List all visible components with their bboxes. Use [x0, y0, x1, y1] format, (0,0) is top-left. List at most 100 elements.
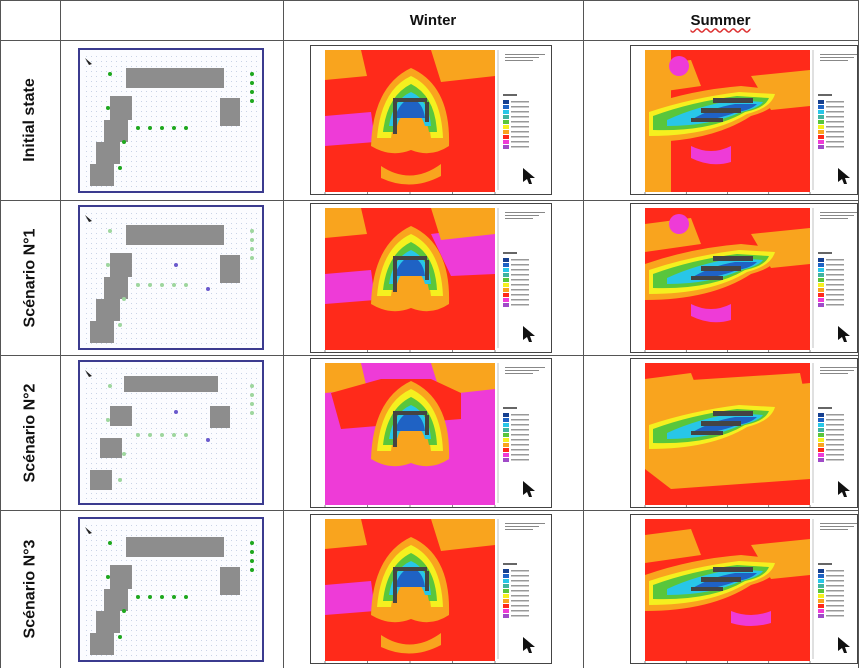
winter-simulation-map: [310, 45, 552, 195]
building-block: [90, 633, 114, 655]
winter-simulation-map: [310, 203, 552, 353]
wind-direction-arrow-icon: [838, 168, 850, 184]
tree-marker: [160, 283, 164, 287]
heatmap-plot: [325, 50, 495, 192]
building-block: [210, 406, 230, 428]
north-arrow-icon: [85, 58, 92, 65]
site-plan-drawing: [85, 213, 257, 344]
site-plan: [78, 360, 264, 505]
tree-marker: [250, 229, 254, 233]
row-label-scenario-2: Scénario N°2: [21, 383, 39, 482]
tree-marker: [160, 126, 164, 130]
header-summer: Summer: [690, 11, 751, 29]
tree-marker: [148, 433, 152, 437]
wind-direction-arrow-icon: [523, 637, 535, 653]
color-legend: [812, 208, 857, 348]
tree-marker: [184, 433, 188, 437]
summer-simulation-map: [630, 514, 858, 664]
color-legend: [497, 208, 545, 348]
color-legend: [812, 519, 857, 659]
heatmap-plot: [645, 519, 810, 661]
tree-marker: [250, 90, 254, 94]
summer-simulation-map: [630, 358, 858, 508]
wind-direction-arrow-icon: [523, 481, 535, 497]
site-plan: [78, 48, 264, 193]
tree-marker: [250, 568, 254, 572]
table-row-divider: [0, 510, 859, 511]
building-block: [96, 299, 120, 321]
building-block: [110, 253, 132, 277]
tree-marker: [250, 411, 254, 415]
color-legend: [497, 50, 545, 190]
table-row-divider: [0, 40, 859, 41]
building-block: [104, 589, 128, 611]
building-block: [90, 321, 114, 343]
header-plan: [60, 6, 283, 34]
tree-marker: [172, 126, 176, 130]
tree-marker: [118, 323, 122, 327]
building-block: [110, 96, 132, 120]
tree-marker: [148, 595, 152, 599]
tree-marker: [184, 595, 188, 599]
building-block: [220, 567, 240, 595]
site-plan-drawing: [85, 368, 257, 499]
tree-marker: [172, 283, 176, 287]
heatmap-plot: [645, 50, 810, 192]
row-label-scenario-3: Scénario N°3: [21, 539, 39, 639]
tree-marker: [250, 402, 254, 406]
point-marker: [174, 263, 178, 267]
wind-direction-arrow-icon: [838, 326, 850, 342]
tree-marker: [184, 126, 188, 130]
table-row-divider: [0, 200, 859, 201]
summer-simulation-map: [630, 45, 858, 195]
color-legend: [812, 50, 857, 190]
table-col-divider: [583, 0, 584, 668]
heatmap-plot: [325, 363, 495, 505]
tree-marker: [122, 609, 126, 613]
tree-marker: [172, 595, 176, 599]
tree-marker: [118, 635, 122, 639]
tree-marker: [136, 283, 140, 287]
tree-marker: [172, 433, 176, 437]
table-border-left: [0, 0, 1, 668]
tree-marker: [106, 575, 110, 579]
building-block: [90, 164, 114, 186]
tree-marker: [148, 283, 152, 287]
building-block: [90, 470, 112, 490]
color-legend: [497, 363, 545, 503]
building-block: [104, 120, 128, 142]
point-marker: [206, 287, 210, 291]
color-legend: [497, 519, 545, 659]
north-arrow-icon: [85, 370, 92, 377]
building-block: [96, 142, 120, 164]
tree-marker: [118, 478, 122, 482]
building-block: [110, 406, 132, 426]
heatmap-plot: [645, 208, 810, 350]
tree-marker: [106, 263, 110, 267]
winter-simulation-map: [310, 514, 552, 664]
tree-marker: [122, 140, 126, 144]
tree-marker: [136, 433, 140, 437]
tree-marker: [136, 126, 140, 130]
site-plan-drawing: [85, 56, 257, 187]
tree-marker: [108, 541, 112, 545]
building-block: [126, 225, 224, 245]
tree-marker: [250, 550, 254, 554]
tree-marker: [250, 559, 254, 563]
winter-simulation-map: [310, 358, 552, 508]
row-label-initial-state: Initial state: [21, 78, 39, 162]
north-arrow-icon: [85, 215, 92, 222]
tree-marker: [160, 595, 164, 599]
tree-marker: [250, 238, 254, 242]
tree-marker: [108, 384, 112, 388]
heatmap-plot: [325, 208, 495, 350]
building-block: [126, 68, 224, 88]
tree-marker: [250, 99, 254, 103]
building-block: [110, 565, 132, 589]
site-plan: [78, 517, 264, 662]
point-marker: [174, 410, 178, 414]
header-winter: Winter: [409, 11, 457, 29]
building-block: [104, 277, 128, 299]
tree-marker: [250, 72, 254, 76]
tree-marker: [250, 393, 254, 397]
